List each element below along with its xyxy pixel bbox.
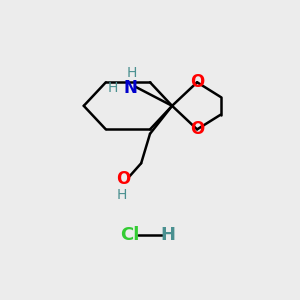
- Text: N: N: [124, 79, 138, 97]
- Text: H: H: [117, 188, 127, 202]
- Text: H: H: [126, 66, 136, 80]
- Text: H: H: [160, 226, 175, 244]
- Text: Cl: Cl: [120, 226, 139, 244]
- Text: O: O: [116, 170, 130, 188]
- Text: O: O: [190, 120, 204, 138]
- Text: O: O: [190, 73, 204, 91]
- Text: H: H: [108, 81, 119, 95]
